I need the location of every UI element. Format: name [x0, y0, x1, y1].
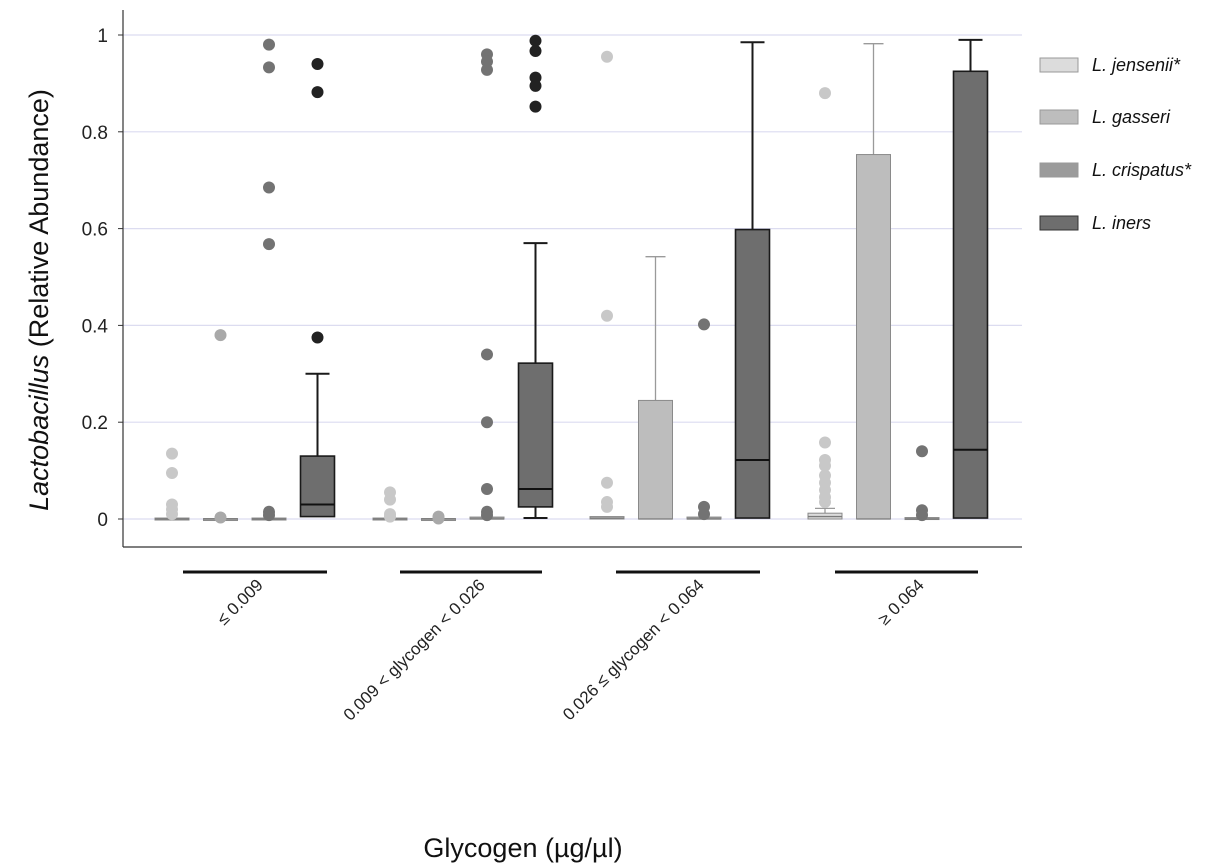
box-body: [517, 362, 554, 508]
legend: L. jensenii* L. gasseri L. crispatus* L. in…: [1039, 55, 1192, 233]
outlier-point: [214, 511, 227, 524]
box-3-0: [299, 372, 336, 518]
box-1-2: [638, 256, 673, 520]
group-labels: ≤ 0.009 0.009 < glycogen < 0.026 0.026 ≤ g…: [183, 570, 978, 725]
y-axis-title-italic: Lactobacillus: [24, 355, 54, 511]
y-ticks: 0 0.2 0.4 0.6 0.8 1: [82, 26, 123, 531]
outlier-point: [166, 467, 178, 480]
box-1-3: [856, 43, 891, 520]
outlier-point: [529, 71, 542, 84]
outliers: [166, 34, 928, 525]
outlier-point: [481, 416, 493, 429]
legend-swatch: [1039, 215, 1079, 231]
outlier-point: [529, 100, 542, 113]
box-body: [299, 455, 336, 518]
box-body: [734, 228, 771, 519]
outlier-point: [819, 459, 831, 472]
y-tick-label: 0.6: [82, 220, 108, 241]
outlier-point: [529, 44, 542, 57]
group-label: 0.026 ≤ glycogen < 0.064: [559, 575, 708, 724]
y-tick-label: 0.4: [82, 316, 109, 337]
legend-swatch: [1039, 109, 1079, 125]
outlier-point: [481, 509, 493, 522]
box-0-2: [589, 516, 625, 520]
outlier-point: [481, 63, 493, 76]
group-label: ≥ 0.064: [874, 575, 927, 628]
outlier-point: [819, 87, 831, 100]
outlier-point: [166, 508, 178, 521]
box-body: [856, 154, 891, 520]
outlier-point: [166, 447, 178, 460]
y-tick-label: 0.8: [82, 123, 108, 144]
outlier-point: [819, 436, 831, 449]
group-label: ≤ 0.009: [213, 575, 266, 628]
boxes: [154, 38, 989, 522]
y-tick-label: 0.2: [82, 413, 108, 434]
outlier-point: [601, 50, 613, 63]
legend-label: L. iners: [1092, 213, 1151, 233]
outlier-point: [214, 329, 227, 342]
outlier-point: [384, 510, 396, 523]
box-3-1: [517, 242, 554, 520]
legend-label: L. jensenii*: [1092, 55, 1181, 75]
outlier-point: [916, 509, 928, 522]
outlier-point: [601, 309, 613, 322]
outlier-point: [432, 512, 445, 525]
outlier-point: [311, 58, 324, 71]
outlier-point: [481, 482, 493, 495]
outlier-point: [263, 61, 275, 74]
outlier-point: [311, 331, 324, 344]
legend-label: L. crispatus*: [1092, 160, 1192, 180]
outlier-point: [601, 476, 613, 489]
y-axis-title-rest: (Relative Abundance): [24, 89, 54, 355]
outlier-point: [481, 55, 493, 68]
outlier-point: [481, 348, 493, 361]
outlier-point: [384, 493, 396, 506]
box-body: [952, 70, 989, 519]
y-axis-title: Lactobacillus (Relative Abundance): [24, 89, 54, 511]
group-label: 0.009 < glycogen < 0.026: [340, 575, 489, 724]
y-tick-label: 1: [97, 26, 108, 47]
x-axis-title: Glycogen (µg/µl): [423, 833, 622, 863]
outlier-point: [698, 318, 710, 331]
box-body: [638, 399, 673, 520]
outlier-point: [311, 86, 324, 99]
outlier-point: [819, 496, 831, 509]
outlier-point: [698, 508, 710, 521]
y-tick-label: 0: [97, 510, 108, 531]
legend-swatch: [1039, 162, 1079, 178]
outlier-point: [529, 79, 542, 92]
outlier-point: [263, 181, 275, 194]
legend-swatch: [1039, 57, 1079, 73]
box-3-3: [952, 38, 989, 519]
outlier-point: [916, 445, 928, 458]
outlier-point: [601, 500, 613, 513]
outlier-point: [263, 509, 275, 522]
box-3-2: [734, 41, 771, 519]
legend-label: L. gasseri: [1092, 107, 1171, 127]
outlier-point: [263, 238, 275, 251]
axes: [122, 10, 1022, 548]
outlier-point: [263, 38, 275, 51]
box-0-3: [807, 507, 843, 520]
outlier-point: [529, 34, 542, 47]
